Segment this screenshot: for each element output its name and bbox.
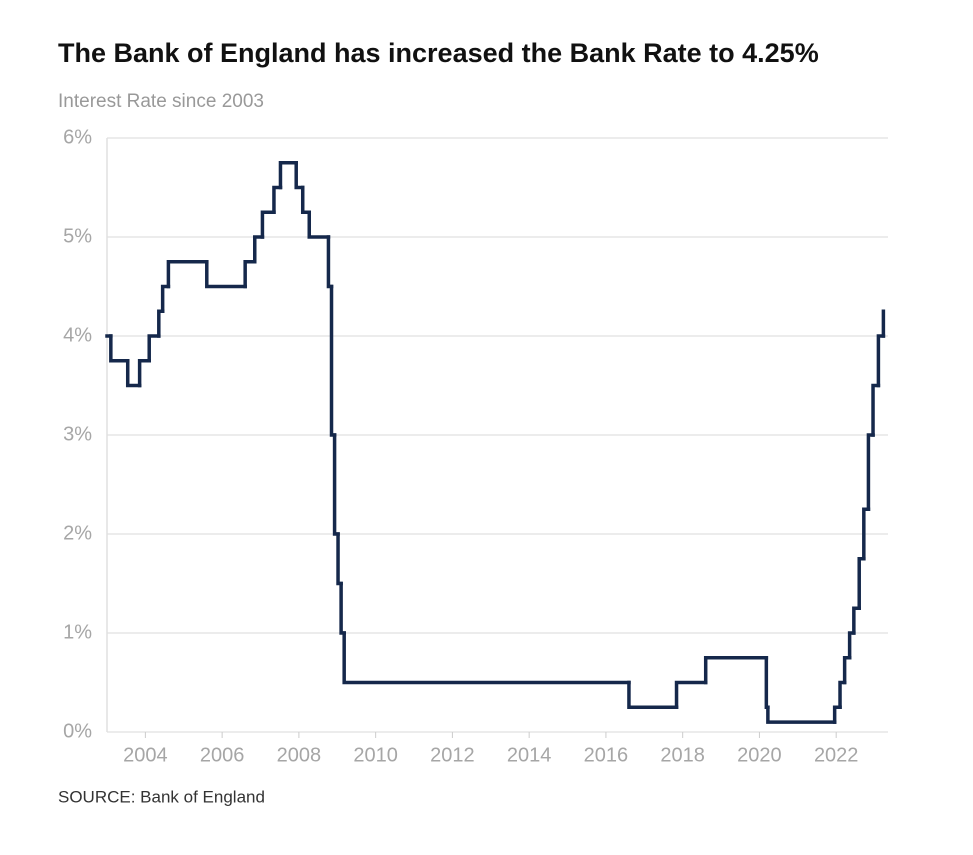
rate-step	[339, 581, 346, 635]
rate-step	[160, 284, 171, 313]
x-tick-label: 2022	[814, 744, 859, 766]
rate-step	[703, 656, 769, 685]
rate-step	[866, 433, 875, 511]
rate-step	[764, 656, 770, 709]
rate-step	[278, 161, 298, 190]
rate-step	[109, 334, 130, 363]
x-tick-label: 2014	[507, 744, 552, 766]
rate-step	[832, 705, 842, 724]
rate-step	[326, 235, 334, 289]
rate-step	[294, 161, 305, 190]
rate-step	[852, 606, 861, 635]
y-tick-label: 6%	[63, 126, 92, 148]
x-tick-label: 2008	[277, 744, 322, 766]
rate-step	[260, 210, 276, 239]
rate-step	[842, 656, 852, 685]
rate-step	[627, 680, 679, 709]
chart-subtitle: Interest Rate since 2003	[58, 91, 264, 112]
y-tick-label: 5%	[63, 225, 92, 247]
rate-step	[300, 185, 312, 214]
source: SOURCE: Bank of England	[58, 787, 265, 806]
x-tick-label: 2010	[353, 744, 398, 766]
rate-step	[147, 334, 161, 363]
y-tick-label: 1%	[63, 621, 92, 643]
rate-step	[857, 557, 866, 610]
rate-step	[166, 260, 209, 289]
rate-step	[307, 210, 331, 239]
x-tick-label: 2016	[584, 744, 629, 766]
chart-title: The Bank of England has increased the Ba…	[58, 38, 819, 68]
rate-step	[332, 433, 340, 536]
y-tick-label: 3%	[63, 423, 92, 445]
x-tick-label: 2004	[123, 744, 168, 766]
rate-step	[876, 334, 886, 388]
rate-step	[342, 631, 631, 685]
rate-step	[766, 705, 837, 724]
rate-step	[243, 260, 257, 289]
rate-step	[272, 185, 283, 214]
x-tick-label: 2012	[430, 744, 475, 766]
rate-step	[674, 680, 708, 709]
rate-step	[205, 260, 247, 289]
x-tick-label: 2018	[660, 744, 705, 766]
x-tick-label: 2006	[200, 744, 245, 766]
rate-step	[329, 284, 337, 437]
rate-step	[253, 235, 265, 264]
rate-step	[871, 383, 881, 437]
x-tick-label: 2020	[737, 744, 782, 766]
rate-step	[157, 309, 165, 338]
rate-step	[847, 631, 856, 660]
rate-step	[137, 359, 151, 388]
y-tick-label: 2%	[63, 522, 92, 544]
rate-step	[125, 359, 142, 388]
y-tick-label: 0%	[63, 720, 92, 742]
rate-step	[838, 680, 847, 709]
y-tick-label: 4%	[63, 324, 92, 346]
rate-step	[336, 532, 343, 586]
